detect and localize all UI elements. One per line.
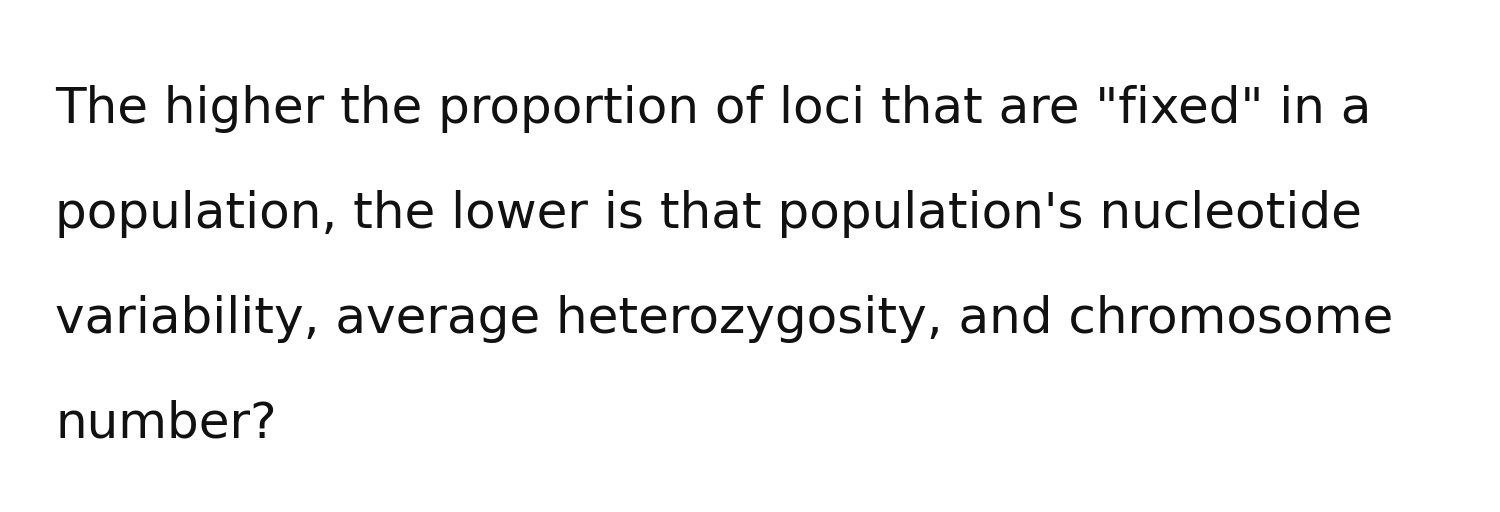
Text: The higher the proportion of loci that are "fixed" in a: The higher the proportion of loci that a… — [56, 85, 1371, 133]
Text: variability, average heterozygosity, and chromosome: variability, average heterozygosity, and… — [56, 295, 1394, 343]
Text: population, the lower is that population's nucleotide: population, the lower is that population… — [56, 190, 1362, 238]
Text: number?: number? — [56, 400, 276, 448]
